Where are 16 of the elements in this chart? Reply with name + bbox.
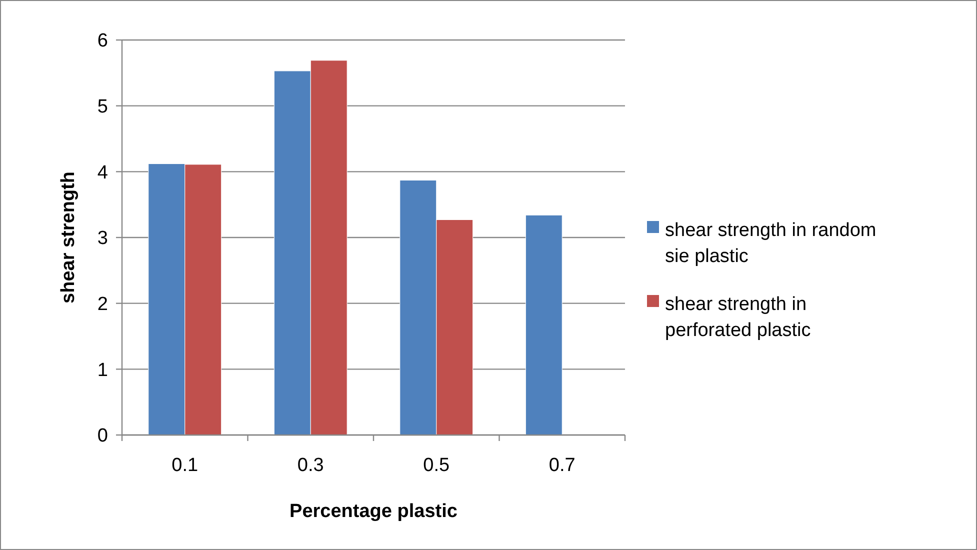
y-axis-title: shear strength <box>58 172 79 304</box>
y-tick-label: 3 <box>97 228 108 250</box>
x-tick-label: 0.7 <box>548 455 576 476</box>
y-tick-label: 2 <box>97 294 108 315</box>
bar <box>525 214 562 436</box>
y-tick-label: 0 <box>97 426 108 447</box>
legend-label: shear strength in perforated plastic <box>665 294 811 342</box>
legend-label: shear strength in random sie plastic <box>665 220 876 268</box>
x-tick-label: 0.5 <box>423 455 450 476</box>
x-tick-label: 0.3 <box>297 455 324 476</box>
x-tick-label: 0.1 <box>172 455 198 476</box>
y-tick-label: 1 <box>97 360 108 381</box>
y-tick-label: 6 <box>97 30 108 52</box>
x-axis-title: Percentage plastic <box>290 501 458 522</box>
y-tick-label: 5 <box>97 96 108 118</box>
y-tick-label: 4 <box>97 162 108 184</box>
